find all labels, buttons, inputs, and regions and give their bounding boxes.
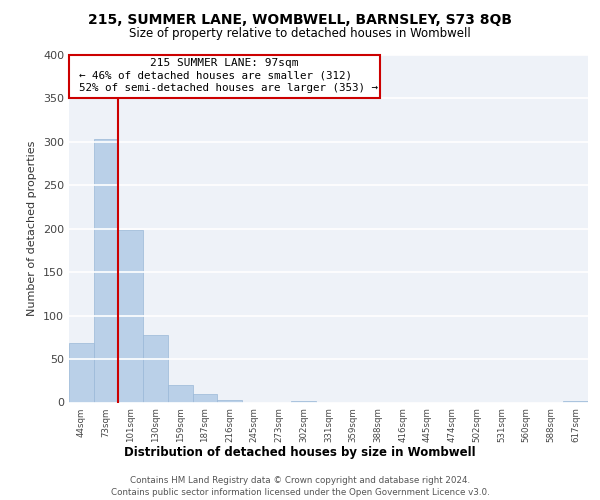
Bar bbox=[292, 401, 316, 402]
FancyBboxPatch shape bbox=[69, 55, 380, 98]
Text: Contains HM Land Registry data © Crown copyright and database right 2024.: Contains HM Land Registry data © Crown c… bbox=[130, 476, 470, 485]
Bar bbox=[193, 394, 217, 402]
Text: Contains public sector information licensed under the Open Government Licence v3: Contains public sector information licen… bbox=[110, 488, 490, 497]
Bar bbox=[118, 230, 143, 402]
Bar bbox=[217, 400, 242, 402]
Y-axis label: Number of detached properties: Number of detached properties bbox=[28, 141, 37, 316]
Text: 215, SUMMER LANE, WOMBWELL, BARNSLEY, S73 8QB: 215, SUMMER LANE, WOMBWELL, BARNSLEY, S7… bbox=[88, 12, 512, 26]
Text: ← 46% of detached houses are smaller (312): ← 46% of detached houses are smaller (31… bbox=[79, 70, 352, 81]
Bar bbox=[563, 401, 588, 402]
Bar bbox=[168, 385, 193, 402]
Text: 52% of semi-detached houses are larger (353) →: 52% of semi-detached houses are larger (… bbox=[79, 83, 379, 93]
Bar bbox=[94, 140, 118, 402]
Text: Distribution of detached houses by size in Wombwell: Distribution of detached houses by size … bbox=[124, 446, 476, 459]
Bar bbox=[143, 334, 168, 402]
Bar bbox=[69, 344, 94, 402]
Text: Size of property relative to detached houses in Wombwell: Size of property relative to detached ho… bbox=[129, 28, 471, 40]
Text: 215 SUMMER LANE: 97sqm: 215 SUMMER LANE: 97sqm bbox=[151, 58, 299, 68]
